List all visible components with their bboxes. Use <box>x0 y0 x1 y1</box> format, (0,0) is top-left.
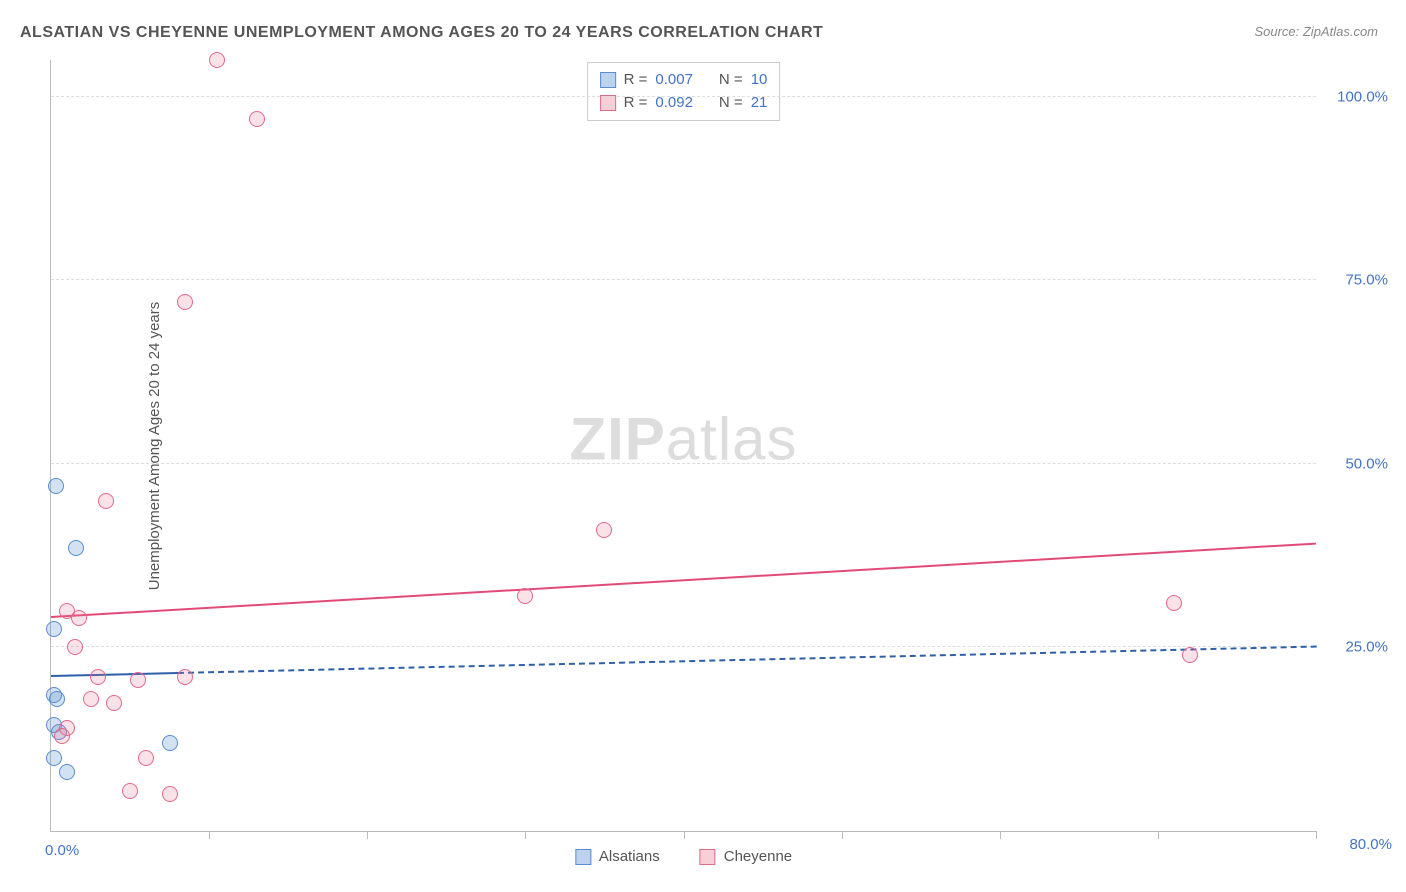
data-point <box>1182 647 1198 663</box>
data-point <box>49 691 65 707</box>
legend-label-cheyenne: Cheyenne <box>724 848 792 865</box>
data-point <box>46 750 62 766</box>
data-point <box>90 669 106 685</box>
y-tick-label: 25.0% <box>1328 639 1388 656</box>
gridline <box>51 279 1316 280</box>
swatch-cheyenne-icon <box>700 849 716 865</box>
data-point <box>68 540 84 556</box>
x-axis-min-label: 0.0% <box>45 842 79 859</box>
x-tick <box>367 831 368 839</box>
data-point <box>130 672 146 688</box>
y-tick-label: 75.0% <box>1328 272 1388 289</box>
data-point <box>59 764 75 780</box>
legend-item-cheyenne: Cheyenne <box>700 848 792 865</box>
data-point <box>177 669 193 685</box>
stats-n-alsatians: 10 <box>751 69 768 92</box>
data-point <box>83 691 99 707</box>
gridline <box>51 96 1316 97</box>
x-tick <box>1316 831 1317 839</box>
data-point <box>48 478 64 494</box>
data-point <box>98 493 114 509</box>
data-point <box>46 621 62 637</box>
x-tick <box>525 831 526 839</box>
swatch-cheyenne-icon <box>600 95 616 111</box>
data-point <box>596 522 612 538</box>
data-point <box>209 52 225 68</box>
legend-label-alsatians: Alsatians <box>599 848 660 865</box>
x-tick <box>1158 831 1159 839</box>
data-point <box>517 588 533 604</box>
trend-line <box>51 672 178 677</box>
data-point <box>122 783 138 799</box>
chart-title: ALSATIAN VS CHEYENNE UNEMPLOYMENT AMONG … <box>20 24 823 42</box>
stats-r-alsatians: 0.007 <box>655 69 693 92</box>
data-point <box>162 735 178 751</box>
data-point <box>177 294 193 310</box>
data-point <box>71 610 87 626</box>
data-point <box>1166 595 1182 611</box>
trend-line <box>51 543 1316 618</box>
swatch-alsatians-icon <box>600 72 616 88</box>
source-attribution: Source: ZipAtlas.com <box>1254 24 1378 39</box>
y-tick-label: 50.0% <box>1328 455 1388 472</box>
data-point <box>106 695 122 711</box>
data-point <box>249 111 265 127</box>
stats-r-label: R = <box>624 69 648 92</box>
legend-item-alsatians: Alsatians <box>575 848 660 865</box>
stats-legend: R = 0.007 N = 10 R = 0.092 N = 21 <box>587 62 781 121</box>
y-tick-label: 100.0% <box>1328 88 1388 105</box>
gridline <box>51 646 1316 647</box>
gridline <box>51 463 1316 464</box>
x-tick <box>684 831 685 839</box>
stats-row-alsatians: R = 0.007 N = 10 <box>600 69 768 92</box>
data-point <box>54 728 70 744</box>
data-point <box>138 750 154 766</box>
swatch-alsatians-icon <box>575 849 591 865</box>
chart-plot-area: ZIPatlas R = 0.007 N = 10 R = 0.092 N = … <box>50 60 1316 832</box>
x-tick <box>842 831 843 839</box>
x-tick <box>209 831 210 839</box>
series-legend: Alsatians Cheyenne <box>575 848 792 865</box>
stats-n-label: N = <box>719 69 743 92</box>
x-tick <box>1000 831 1001 839</box>
x-axis-max-label: 80.0% <box>1349 836 1392 853</box>
data-point <box>162 786 178 802</box>
trend-line <box>177 645 1316 673</box>
data-point <box>67 639 83 655</box>
